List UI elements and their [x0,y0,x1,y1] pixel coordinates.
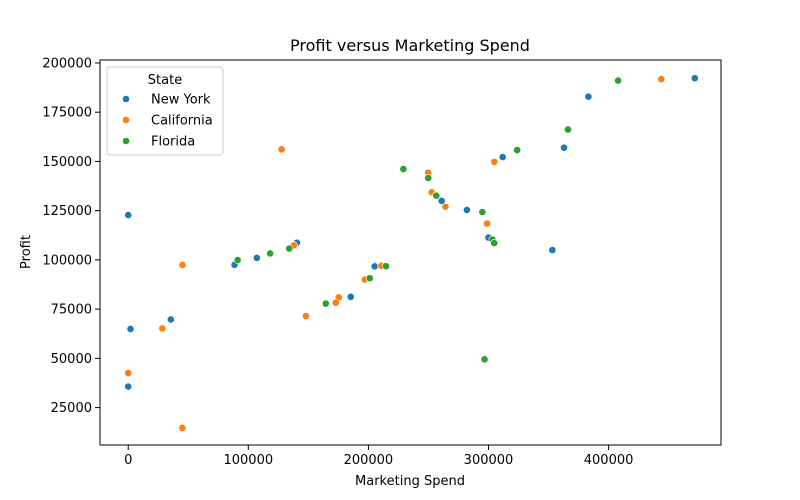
y-tick-label: 125000 [42,204,92,219]
data-point-california [483,219,491,228]
legend-title: State [148,73,182,88]
legend-marker-new-york [122,95,130,103]
data-point-california [124,369,133,377]
data-point-florida [233,256,242,264]
data-point-new-york [346,292,355,301]
legend: State New York California Florida [106,66,224,156]
data-point-florida [321,299,330,308]
legend-box [106,66,224,156]
data-point-new-york [584,92,593,101]
data-point-florida [478,208,487,216]
y-tick-label: 175000 [42,106,92,121]
data-point-new-york [548,246,557,254]
data-point-florida [513,146,522,154]
y-tick-label: 100000 [42,253,92,268]
legend-label-new-york: New York [151,93,211,108]
y-tick-label: 50000 [51,352,92,367]
legend-marker-california [122,116,130,124]
x-tick-label: 200000 [344,453,394,468]
data-point-new-york [462,206,471,214]
legend-marker-florida [122,137,130,145]
y-axis-ticks: 25000 50000 75000 100000 125000 150000 175000 2… [42,56,100,416]
y-tick-label: 150000 [42,155,92,170]
data-point-new-york [166,315,175,324]
data-point-california [178,424,187,432]
data-point-new-york [498,153,507,161]
data-point-florida [564,125,572,134]
data-point-new-york [124,211,133,219]
x-tick-label: 400000 [584,453,634,468]
y-tick-label: 200000 [42,56,92,71]
data-point-new-york [690,74,699,83]
y-axis-label: Profit [19,235,34,269]
data-point-california [277,145,286,154]
data-point-new-york [124,382,133,391]
data-point-new-york [252,254,261,262]
data-point-california [178,261,187,269]
x-tick-label: 0 [124,453,132,468]
data-point-new-york [437,197,446,205]
data-point-florida [399,165,408,173]
data-point-florida [382,262,390,271]
x-axis-ticks: 0 100000 200000 300000 400000 [124,445,633,468]
data-point-california [302,312,310,320]
data-point-california [331,298,340,307]
data-point-california [490,157,499,166]
data-point-florida [424,174,433,182]
legend-label-california: California [151,114,213,129]
data-point-new-york [370,262,379,271]
data-point-new-york [126,325,135,333]
data-point-florida [432,191,441,200]
data-point-florida [285,244,294,253]
y-tick-label: 25000 [51,401,92,416]
y-tick-label: 75000 [51,303,92,318]
x-tick-label: 100000 [223,453,273,468]
data-point-california [441,202,450,211]
data-point-california [158,324,167,333]
data-point-california [657,75,666,84]
legend-label-florida: Florida [151,135,195,150]
legend-items: New York California Florida [122,93,213,150]
data-point-new-york [560,143,568,152]
x-axis-label: Marketing Spend [355,474,465,489]
data-point-florida [490,239,499,247]
data-points [124,74,699,432]
x-tick-label: 300000 [464,453,514,468]
data-point-florida [365,274,374,283]
data-point-florida [266,249,275,258]
plot-frame [99,59,722,446]
data-point-florida [480,355,489,364]
chart-title: Profit versus Marketing Spend [290,36,530,55]
data-point-florida [614,76,623,85]
